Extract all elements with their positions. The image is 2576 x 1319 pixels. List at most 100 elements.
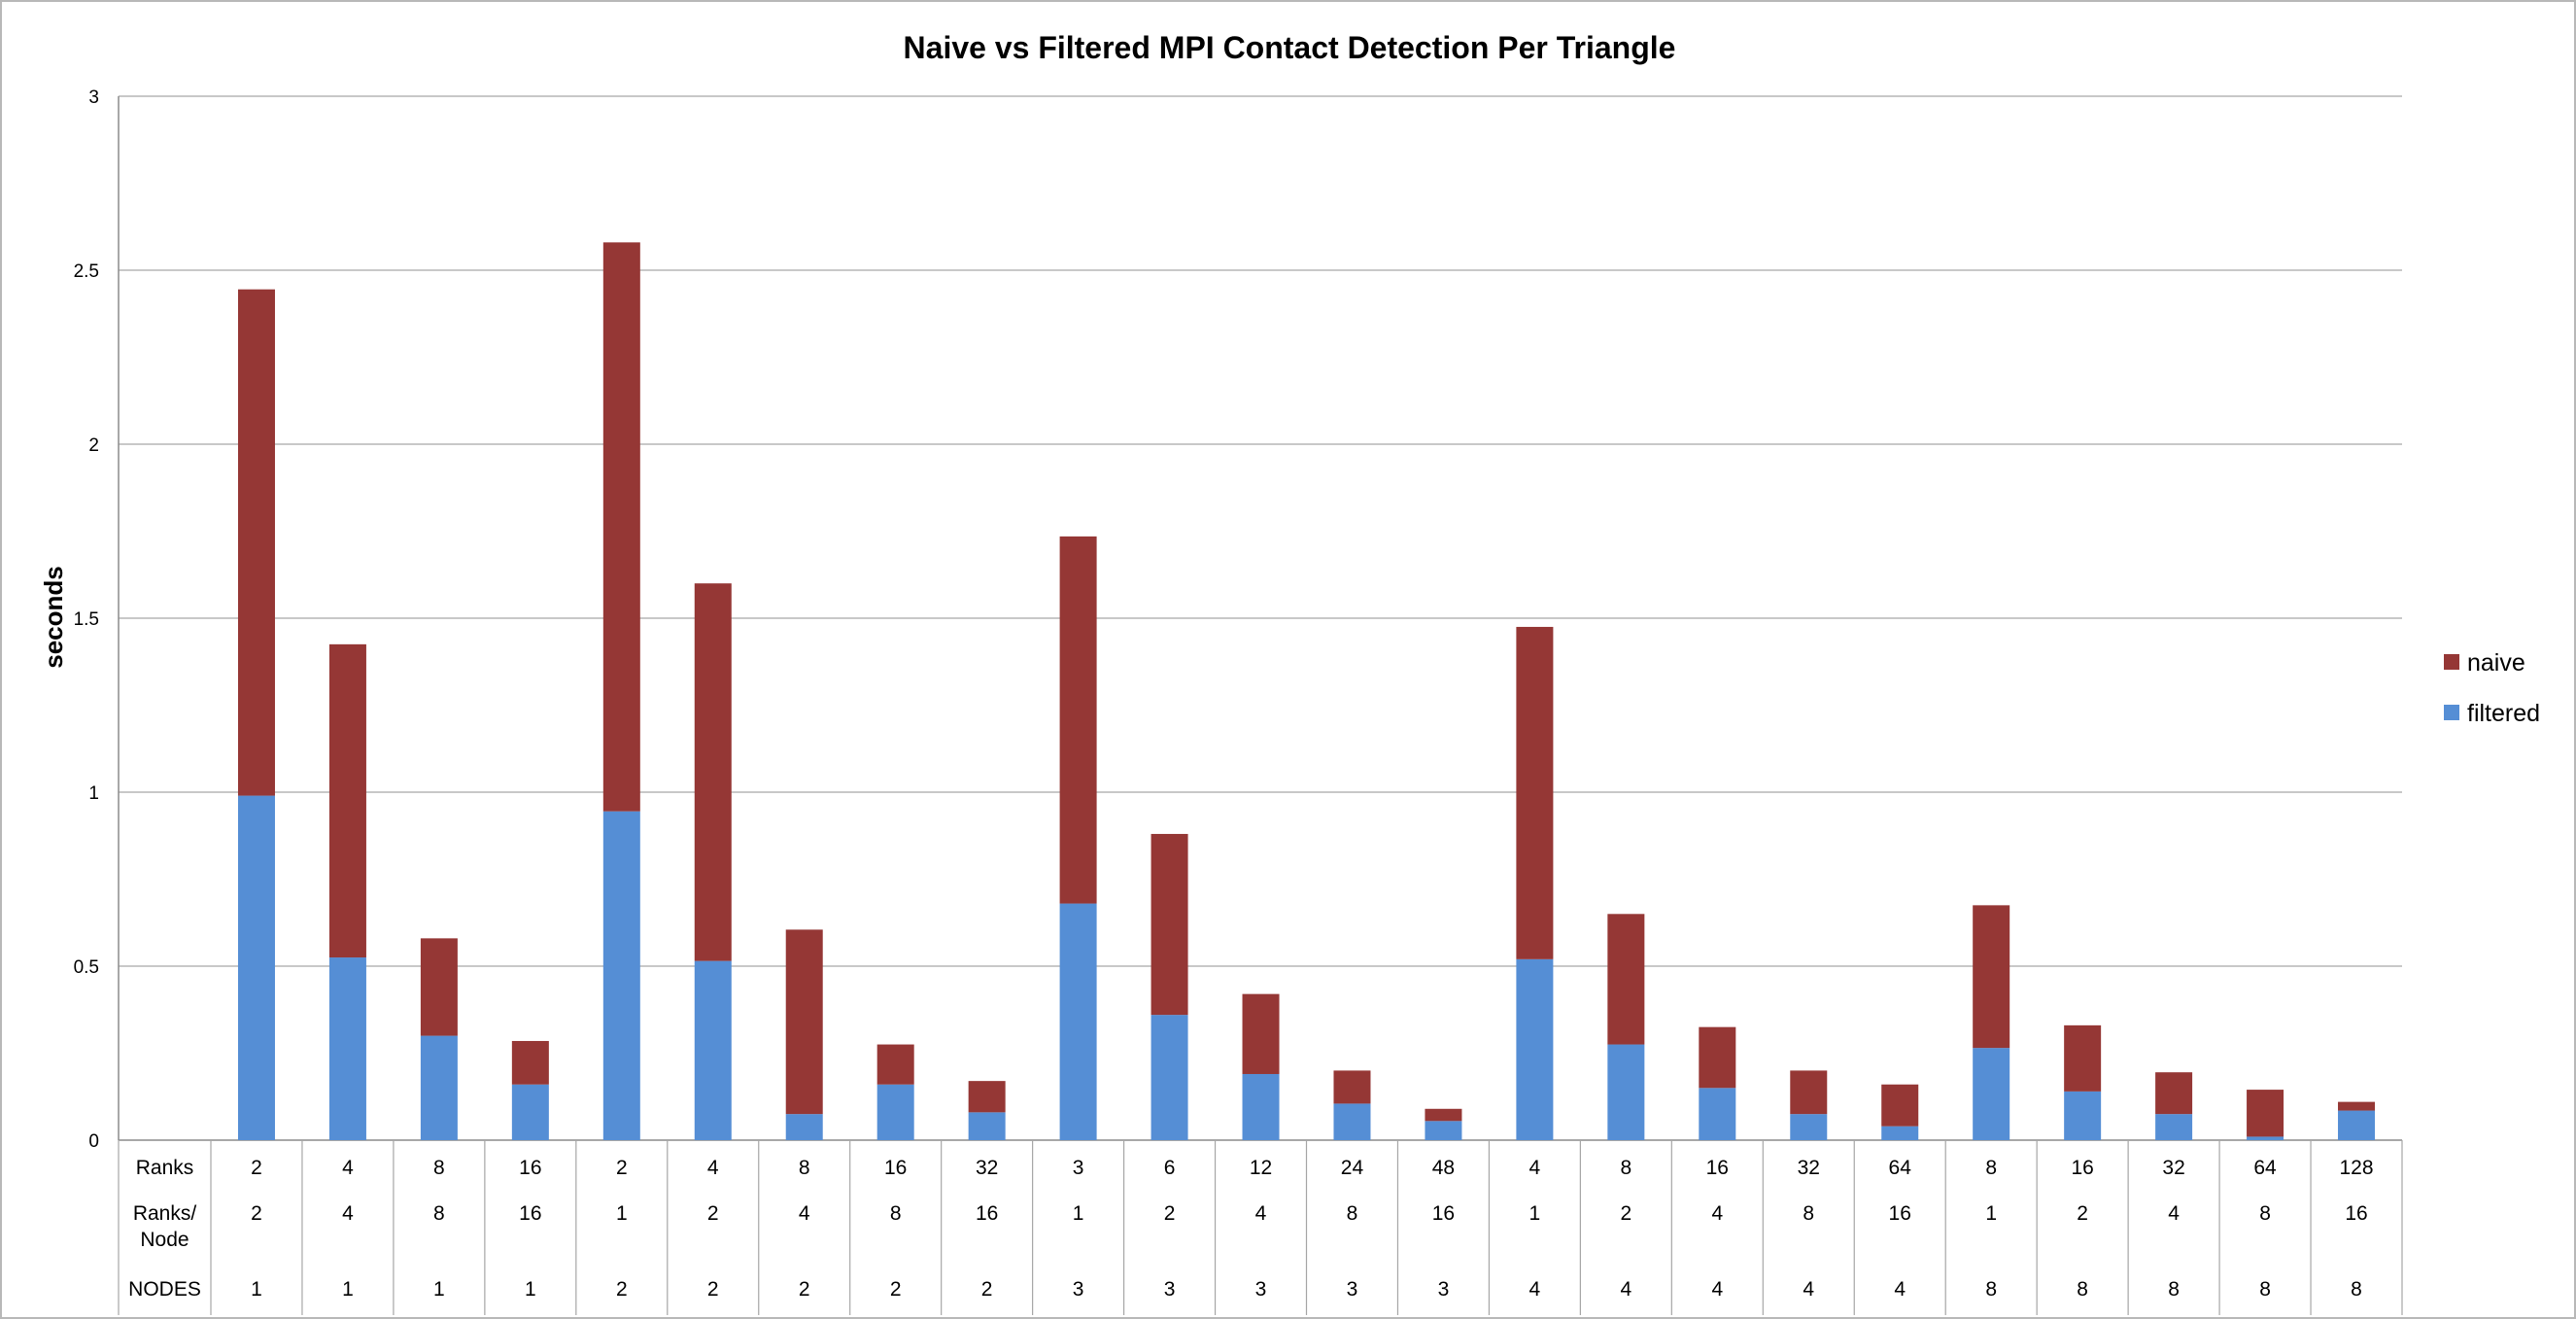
table-cell: 4 <box>2168 1202 2180 1225</box>
table-cell: 64 <box>2253 1157 2277 1179</box>
table-cell: 32 <box>976 1157 998 1179</box>
bar-naive <box>1151 833 1188 1016</box>
table-cell: 8 <box>1347 1202 1358 1225</box>
y-tick-label: 2.5 <box>74 261 99 282</box>
table-cell: 8 <box>433 1202 445 1225</box>
y-tick-label: 0 <box>88 1131 99 1152</box>
table-cell: 16 <box>519 1157 541 1179</box>
bar-filtered <box>1699 1088 1736 1140</box>
bar-naive <box>1973 905 2010 1049</box>
bar-naive <box>1790 1070 1828 1115</box>
table-cell: 1 <box>342 1278 354 1301</box>
bar-filtered <box>237 795 275 1140</box>
table-row-label: NODES <box>128 1278 201 1301</box>
y-tick-label: 3 <box>88 87 99 108</box>
table-cell: 8 <box>2259 1278 2271 1301</box>
legend-swatch-filtered <box>2444 705 2459 720</box>
bar-naive <box>785 929 823 1115</box>
bar-filtered <box>1516 958 1554 1140</box>
table-cell: 1 <box>433 1278 445 1301</box>
y-axis-title: seconds <box>39 566 68 669</box>
table-cell: 1 <box>1073 1202 1084 1225</box>
bar-naive <box>2247 1090 2284 1137</box>
bar-naive <box>1333 1070 1371 1104</box>
table-cell: 2 <box>1621 1202 1632 1225</box>
table-cell: 8 <box>2168 1278 2180 1301</box>
bar-naive <box>2155 1072 2193 1115</box>
table-cell: 2 <box>251 1202 262 1225</box>
table-cell: 12 <box>1250 1157 1272 1179</box>
table-row-label: Ranks/Node <box>133 1202 197 1251</box>
bar-filtered <box>602 811 640 1140</box>
table-cell: 4 <box>1803 1278 1814 1301</box>
table-cell: 4 <box>1711 1278 1723 1301</box>
table-cell: 6 <box>1164 1157 1176 1179</box>
bar-filtered <box>1790 1114 1828 1140</box>
table-cell: 16 <box>976 1202 998 1225</box>
table-cell: 4 <box>707 1157 719 1179</box>
bar-naive <box>1425 1108 1462 1122</box>
bar-naive <box>1607 914 1645 1045</box>
table-cell: 16 <box>884 1157 907 1179</box>
bar-naive <box>2338 1101 2376 1111</box>
bar-filtered <box>2155 1114 2193 1140</box>
bar-filtered <box>968 1112 1006 1140</box>
table-cell: 16 <box>1889 1202 1911 1225</box>
table-cell: 16 <box>1706 1157 1729 1179</box>
table-cell: 4 <box>1255 1202 1267 1225</box>
legend-label-filtered: filtered <box>2467 700 2540 727</box>
table-cell: 8 <box>1803 1202 1814 1225</box>
bar-filtered <box>420 1035 458 1140</box>
bar-naive <box>2064 1024 2102 1092</box>
bar-filtered <box>1151 1015 1188 1140</box>
y-tick-label: 0.5 <box>74 957 99 978</box>
table-cell: 8 <box>2351 1278 2362 1301</box>
bar-filtered <box>2338 1110 2376 1140</box>
gridlines: 0 0.5 1 1.5 2 2.5 3 <box>74 87 2402 1152</box>
table-cell: 3 <box>1255 1278 1267 1301</box>
bar-naive <box>420 938 458 1036</box>
table-cell: 4 <box>799 1202 810 1225</box>
bar-filtered <box>1973 1048 2010 1140</box>
bar-filtered <box>1059 903 1097 1140</box>
table-cell: 2 <box>890 1278 902 1301</box>
table-cell: 16 <box>2345 1202 2367 1225</box>
chart-title: Naive vs Filtered MPI Contact Detection … <box>904 30 1676 65</box>
table-cell: 4 <box>1529 1278 1541 1301</box>
table-cell: 3 <box>1438 1278 1450 1301</box>
table-cell: 32 <box>1798 1157 1820 1179</box>
table-row-label: Ranks <box>136 1157 194 1179</box>
bars <box>237 242 2376 1140</box>
category-table: Ranks 2 4 8 16 2 4 8 16 32 3 6 12 24 48 4 8 16 32 64 8 16 32 64… <box>118 1140 2403 1315</box>
table-cell: 4 <box>342 1157 354 1179</box>
table-cell: 4 <box>1621 1278 1632 1301</box>
bar-naive <box>694 583 732 961</box>
bar-filtered <box>2064 1091 2102 1140</box>
table-cell: 2 <box>616 1278 628 1301</box>
table-cell: 1 <box>1985 1202 1997 1225</box>
bar-naive <box>602 242 640 812</box>
bar-filtered <box>1607 1044 1645 1140</box>
table-cell: 2 <box>616 1157 628 1179</box>
table-cell: 24 <box>1341 1157 1364 1179</box>
table-cell: 8 <box>890 1202 902 1225</box>
table-cell: 4 <box>342 1202 354 1225</box>
table-cell: 2 <box>1164 1202 1176 1225</box>
bar-filtered <box>1333 1103 1371 1140</box>
table-cell: 2 <box>251 1157 262 1179</box>
table-cell: 8 <box>799 1157 810 1179</box>
bar-filtered <box>694 960 732 1140</box>
table-cell: 3 <box>1164 1278 1176 1301</box>
legend: naive filtered <box>2444 649 2540 727</box>
table-cell: 16 <box>1432 1202 1455 1225</box>
table-cell: 4 <box>1894 1278 1906 1301</box>
table-cell: 2 <box>2077 1202 2088 1225</box>
bar-filtered <box>511 1084 549 1140</box>
table-cell: 1 <box>525 1278 536 1301</box>
bar-naive <box>1516 626 1554 959</box>
table-cell: 4 <box>1711 1202 1723 1225</box>
legend-label-naive: naive <box>2467 649 2525 677</box>
bar-naive <box>876 1044 914 1085</box>
table-cell: 3 <box>1073 1278 1084 1301</box>
